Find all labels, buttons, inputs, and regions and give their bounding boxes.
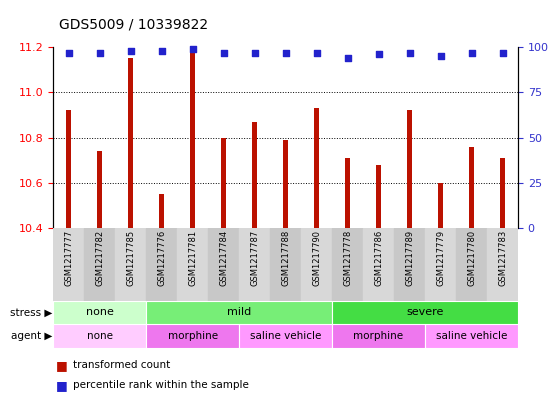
Bar [283, 140, 288, 228]
Bar [438, 183, 444, 228]
Text: GSM1217780: GSM1217780 [467, 230, 476, 286]
Bar [97, 151, 102, 228]
Bar [270, 228, 301, 301]
Text: agent ▶: agent ▶ [11, 331, 52, 341]
Text: GSM1217788: GSM1217788 [281, 230, 290, 286]
Point [157, 48, 166, 54]
Point [374, 51, 383, 57]
Bar [363, 228, 394, 301]
Point [498, 50, 507, 56]
Bar [177, 228, 208, 301]
Point [64, 50, 73, 56]
Bar [394, 228, 425, 301]
Bar [345, 158, 351, 228]
Point [126, 48, 135, 54]
Bar [146, 228, 177, 301]
Bar [425, 324, 518, 348]
Bar [407, 110, 412, 228]
Bar [221, 138, 226, 228]
Text: none: none [87, 331, 113, 341]
Text: GSM1217779: GSM1217779 [436, 230, 445, 286]
Text: ■: ■ [56, 359, 68, 372]
Bar [239, 228, 270, 301]
Point [436, 53, 445, 59]
Text: saline vehicle: saline vehicle [436, 331, 507, 341]
Bar [332, 324, 425, 348]
Point [219, 50, 228, 56]
Bar [469, 147, 474, 228]
Point [312, 50, 321, 56]
Bar [159, 194, 165, 228]
Bar [239, 324, 332, 348]
Text: mild: mild [227, 307, 251, 318]
Bar [252, 122, 258, 228]
Text: severe: severe [407, 307, 444, 318]
Text: none: none [86, 307, 114, 318]
Bar [208, 228, 239, 301]
Point [95, 50, 104, 56]
Text: GSM1217785: GSM1217785 [126, 230, 135, 286]
Bar [301, 228, 332, 301]
Point [250, 50, 259, 56]
Text: GSM1217784: GSM1217784 [219, 230, 228, 286]
Bar [500, 158, 505, 228]
Text: GDS5009 / 10339822: GDS5009 / 10339822 [59, 17, 208, 31]
Text: percentile rank within the sample: percentile rank within the sample [73, 380, 249, 390]
Bar [53, 324, 146, 348]
Text: morphine: morphine [167, 331, 218, 341]
Text: stress ▶: stress ▶ [10, 307, 52, 318]
Text: GSM1217790: GSM1217790 [312, 230, 321, 286]
Bar [425, 228, 456, 301]
Text: transformed count: transformed count [73, 360, 170, 371]
Bar [332, 228, 363, 301]
Bar [53, 301, 146, 324]
Bar [190, 47, 195, 228]
Bar [53, 228, 84, 301]
Point [343, 55, 352, 61]
Point [188, 46, 197, 52]
Bar [84, 228, 115, 301]
Text: GSM1217778: GSM1217778 [343, 230, 352, 286]
Text: GSM1217777: GSM1217777 [64, 230, 73, 286]
Bar [146, 301, 332, 324]
Text: GSM1217786: GSM1217786 [374, 230, 383, 286]
Point [467, 50, 476, 56]
Bar [146, 324, 239, 348]
Bar [456, 228, 487, 301]
Text: GSM1217787: GSM1217787 [250, 230, 259, 286]
Text: GSM1217789: GSM1217789 [405, 230, 414, 286]
Text: saline vehicle: saline vehicle [250, 331, 321, 341]
Bar [487, 228, 518, 301]
Text: ■: ■ [56, 378, 68, 392]
Bar [128, 59, 133, 228]
Text: GSM1217782: GSM1217782 [95, 230, 104, 286]
Bar [332, 301, 518, 324]
Bar [314, 108, 319, 228]
Bar [66, 110, 72, 228]
Text: GSM1217781: GSM1217781 [188, 230, 197, 286]
Text: GSM1217783: GSM1217783 [498, 230, 507, 286]
Point [405, 50, 414, 56]
Bar [376, 165, 381, 228]
Text: GSM1217776: GSM1217776 [157, 230, 166, 286]
Point [281, 50, 290, 56]
Bar [115, 228, 146, 301]
Text: morphine: morphine [353, 331, 404, 341]
